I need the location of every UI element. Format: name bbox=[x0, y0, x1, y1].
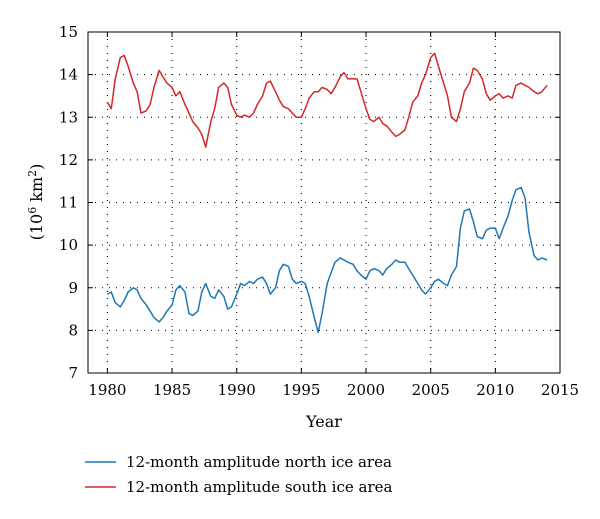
y-tick-label: 9 bbox=[68, 279, 78, 297]
x-tick-label: 1990 bbox=[218, 381, 256, 399]
series-north-line bbox=[107, 186, 548, 334]
y-tick-label: 10 bbox=[59, 236, 78, 254]
legend: 12-month amplitude north ice area 12-mon… bbox=[85, 453, 393, 496]
y-tick-label: 7 bbox=[68, 364, 78, 382]
y-tick-label: 14 bbox=[59, 66, 78, 84]
legend-label-south: 12-month amplitude south ice area bbox=[126, 478, 393, 496]
x-tick-label: 2000 bbox=[347, 381, 385, 399]
x-tick-labels: 1980 1985 1990 1995 2000 2005 2010 2015 bbox=[88, 381, 579, 399]
x-tick-label: 2005 bbox=[412, 381, 450, 399]
y-tick-labels: 7 8 9 10 11 12 13 14 15 bbox=[59, 23, 78, 382]
x-tick-label: 1985 bbox=[153, 381, 191, 399]
series-south-line bbox=[106, 52, 548, 148]
series-lines bbox=[106, 52, 548, 334]
x-tick-label: 1995 bbox=[282, 381, 320, 399]
y-tick-label: 11 bbox=[59, 194, 78, 212]
y-tick-label: 15 bbox=[59, 23, 78, 41]
x-axis-title: Year bbox=[305, 412, 342, 431]
y-tick-label: 12 bbox=[59, 151, 78, 169]
x-tick-label: 1980 bbox=[88, 381, 126, 399]
y-axis-title: (106 km2) bbox=[26, 164, 46, 241]
y-tick-label: 13 bbox=[59, 108, 78, 126]
x-tick-label: 2010 bbox=[476, 381, 514, 399]
y-tick-label: 8 bbox=[68, 321, 78, 339]
axis-ticks bbox=[88, 31, 561, 374]
legend-label-north: 12-month amplitude north ice area bbox=[126, 453, 392, 471]
x-tick-label: 2015 bbox=[541, 381, 579, 399]
